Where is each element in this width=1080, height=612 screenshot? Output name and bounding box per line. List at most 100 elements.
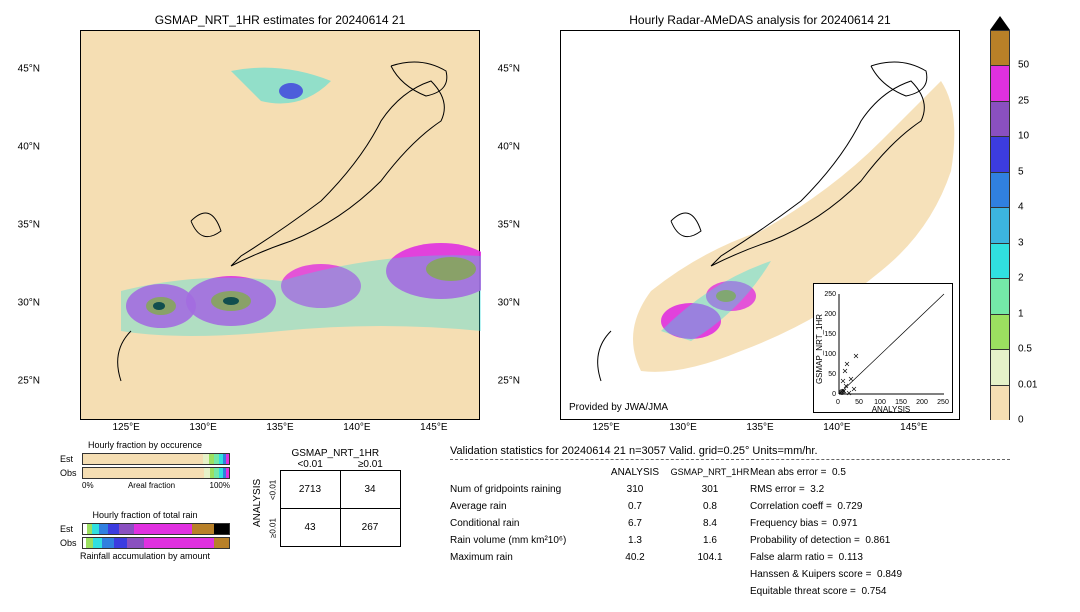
hbar-seg (93, 538, 102, 548)
val-colan: ANALYSIS (600, 467, 670, 478)
xtick: 145°E (420, 422, 447, 433)
colorbar-seg (990, 385, 1010, 420)
colorbar-seg (990, 278, 1010, 313)
colorbar-label: 25 (1018, 95, 1029, 106)
svg-text:150: 150 (824, 331, 836, 338)
hbar-seg (127, 538, 145, 548)
svg-text:50: 50 (828, 371, 836, 378)
validation-metric: Correlation coeff = 0.729 (750, 498, 980, 515)
colorbar-seg (990, 30, 1010, 65)
ytick: 25°N (498, 376, 520, 387)
hbar-seg (83, 454, 203, 464)
ytick: 35°N (498, 220, 520, 231)
svg-text:250: 250 (937, 399, 949, 406)
figure: GSMAP_NRT_1HR estimates for 20240614 21 (0, 0, 1080, 612)
ct-rowheader: ANALYSIS (250, 459, 265, 547)
hbar-seg (114, 538, 127, 548)
map-right: Hourly Radar-AMeDAS analysis for 2024061… (560, 30, 960, 420)
svg-text:0: 0 (832, 391, 836, 398)
colorbar-seg (990, 101, 1010, 136)
hbar-seg (102, 538, 114, 548)
occ-xr: 100% (210, 481, 230, 490)
occurrence-title: Hourly fraction by occurence (60, 440, 230, 450)
ct-01: 34 (340, 471, 400, 509)
ct-r0: <0.01 (265, 471, 280, 509)
validation-row: Maximum rain40.2104.1 (450, 549, 750, 566)
colorbar-label: 4 (1018, 202, 1024, 213)
ytick: 25°N (18, 376, 40, 387)
colorbar-label: 0.5 (1018, 344, 1032, 355)
scatter-inset: 0 50 100 150 200 250 0 50 100 150 200 25… (813, 283, 953, 413)
occurrence-est-bar (82, 453, 230, 465)
ct-10: 43 (280, 509, 340, 547)
validation-metric: False alarm ratio = 0.113 (750, 549, 980, 566)
totalrain-obs-bar (82, 537, 230, 549)
hbar-seg (226, 454, 229, 464)
ytick: 40°N (18, 142, 40, 153)
validation-metric: Equitable threat score = 0.754 (750, 583, 980, 600)
xtick: 145°E (900, 422, 927, 433)
xtick: 130°E (189, 422, 216, 433)
colorbar-label: 0.01 (1018, 379, 1037, 390)
tr-row-est: Est (60, 524, 82, 534)
val-colgs: GSMAP_NRT_1HR (670, 467, 750, 478)
hbar-seg (99, 524, 108, 534)
occ-row-obs: Obs (60, 468, 82, 478)
colorbar-seg (990, 172, 1010, 207)
validation-row: Conditional rain6.78.4 (450, 515, 750, 532)
validation-title: Validation statistics for 20240614 21 n=… (450, 445, 1010, 460)
xtick: 135°E (266, 422, 293, 433)
totalrain-panel: Hourly fraction of total rain Est Obs Ra… (60, 510, 230, 561)
hbar-seg (86, 538, 93, 548)
contingency-table: <0.01 2713 34 ≥0.01 43 267 (265, 470, 401, 547)
totalrain-est-bar (82, 523, 230, 535)
occ-xl: 0% (82, 481, 94, 490)
ytick: 45°N (18, 64, 40, 75)
totalrain-footer: Rainfall accumulation by amount (60, 551, 230, 561)
hbar-seg (214, 524, 229, 534)
colorbar-seg (990, 207, 1010, 242)
xtick: 125°E (112, 422, 139, 433)
xtick: 140°E (823, 422, 850, 433)
colorbar-label: 2 (1018, 273, 1024, 284)
svg-text:200: 200 (916, 399, 928, 406)
hbar-seg (83, 468, 204, 478)
svg-text:100: 100 (824, 351, 836, 358)
occurrence-obs-bar (82, 467, 230, 479)
validation-metric: RMS error = 3.2 (750, 481, 980, 498)
xtick: 135°E (746, 422, 773, 433)
svg-text:0: 0 (836, 399, 840, 406)
tr-row-obs: Obs (60, 538, 82, 548)
ct-00: 2713 (280, 471, 340, 509)
validation-metric: Hanssen & Kuipers score = 0.849 (750, 566, 980, 583)
ytick: 30°N (498, 298, 520, 309)
colorbar-seg (990, 243, 1010, 278)
colorbar-label: 50 (1018, 60, 1029, 71)
map-left: GSMAP_NRT_1HR estimates for 20240614 21 (80, 30, 480, 420)
map-left-title: GSMAP_NRT_1HR estimates for 20240614 21 (81, 13, 479, 27)
ct-c1: ≥0.01 (340, 459, 400, 470)
colorbar-label: 1 (1018, 308, 1024, 319)
provided-label: Provided by JWA/JMA (565, 400, 672, 415)
hbar-seg (214, 538, 229, 548)
colorbar-seg (990, 136, 1010, 171)
hbar-seg (108, 524, 120, 534)
validation-metric: Frequency bias = 0.971 (750, 515, 980, 532)
colorbar-label: 0 (1018, 415, 1024, 426)
occurrence-panel: Hourly fraction by occurence Est Obs 0% … (60, 440, 230, 490)
validation-panel: Validation statistics for 20240614 21 n=… (450, 445, 1010, 600)
colorbar-seg (990, 349, 1010, 384)
validation-metric: Probability of detection = 0.861 (750, 532, 980, 549)
map-right-canvas: Provided by JWA/JMA 0 50 100 150 200 250… (561, 31, 959, 419)
map-right-title: Hourly Radar-AMeDAS analysis for 2024061… (561, 13, 959, 27)
ct-r1: ≥0.01 (265, 509, 280, 547)
svg-text:GSMAP_NRT_1HR: GSMAP_NRT_1HR (815, 314, 824, 384)
xtick: 140°E (343, 422, 370, 433)
ct-11: 267 (340, 509, 400, 547)
colorbar-label: 5 (1018, 166, 1024, 177)
hbar-seg (226, 468, 229, 478)
hbar-seg (192, 524, 214, 534)
xtick: 130°E (669, 422, 696, 433)
colorbar-seg (990, 65, 1010, 100)
ytick: 35°N (18, 220, 40, 231)
